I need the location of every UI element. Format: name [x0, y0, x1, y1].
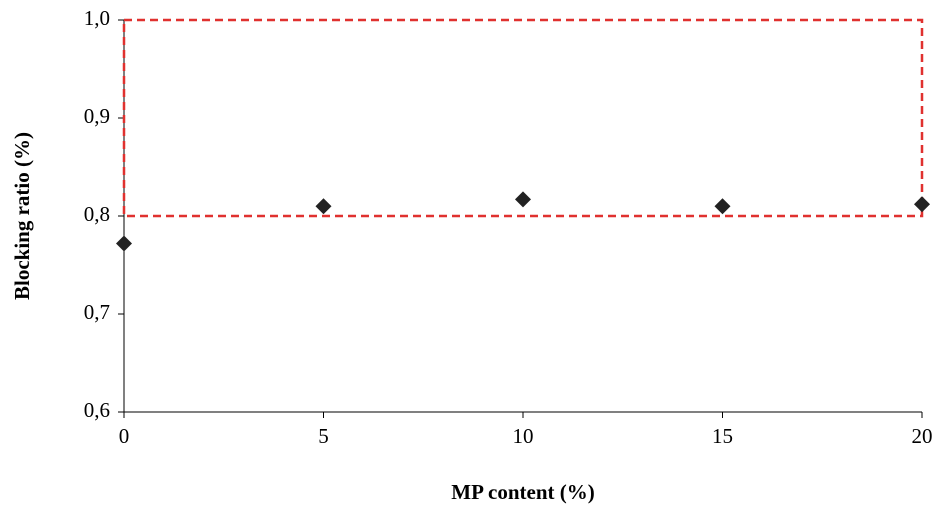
x-tick-label: 15 [712, 424, 733, 448]
point [714, 198, 731, 215]
y-tick-label: 0,9 [84, 104, 110, 128]
y-tick-label: 1,0 [84, 6, 110, 30]
point [315, 198, 332, 215]
x-tick-label: 5 [318, 424, 329, 448]
x-axis-title: MP content (%) [451, 480, 594, 504]
target-band [122, 18, 924, 218]
x-tick-label: 0 [119, 424, 130, 448]
y-tick-label: 0,8 [84, 202, 110, 226]
y-tick-label: 0,6 [84, 398, 110, 422]
point [116, 235, 132, 252]
point [515, 191, 531, 208]
x-tick-label: 10 [513, 424, 534, 448]
point [914, 196, 930, 213]
y-axis-title: Blocking ratio (%) [10, 132, 34, 300]
y-tick-label: 0,7 [84, 300, 110, 324]
x-tick-label: 20 [912, 424, 933, 448]
